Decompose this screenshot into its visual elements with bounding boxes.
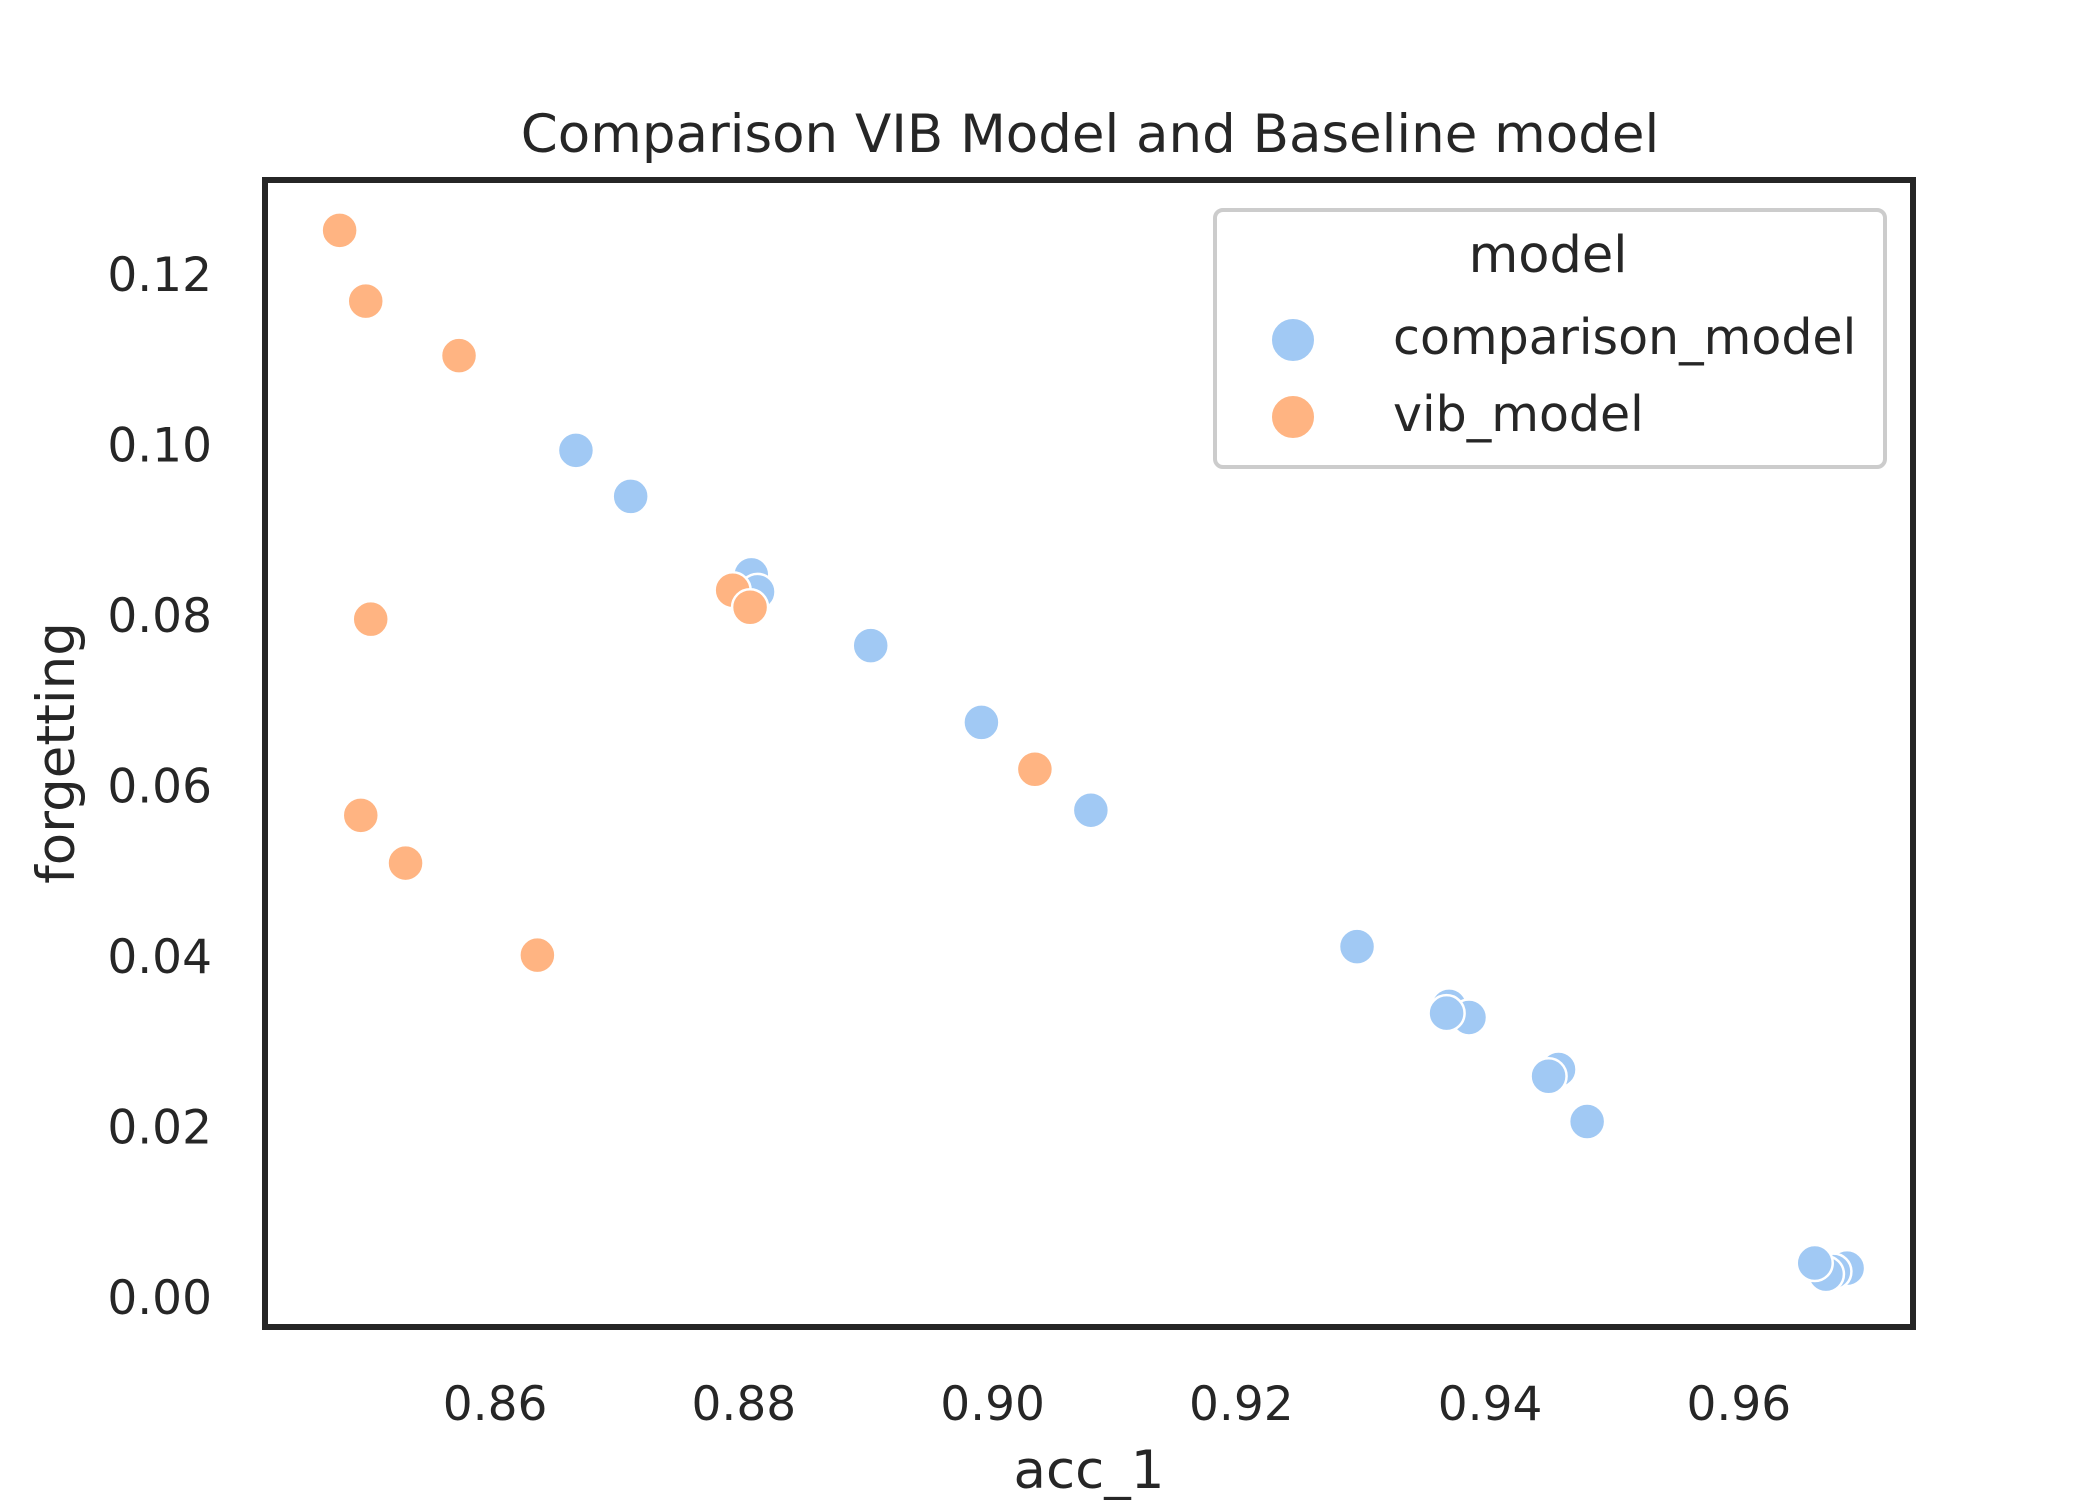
data-point-comparison-model <box>1529 1057 1568 1096</box>
y-tick-label: 0.04 <box>107 930 212 985</box>
x-tick-label: 0.88 <box>692 1377 797 1432</box>
data-point-comparison-model <box>556 431 596 470</box>
y-axis-label: forgetting <box>26 622 87 884</box>
chart-title: Comparison VIB Model and Baseline model <box>521 104 1659 165</box>
data-point-vib-model <box>386 843 425 883</box>
data-point-vib-model <box>351 599 390 639</box>
legend-title: model <box>1469 226 1628 285</box>
legend-label-comparison-model: comparison_model <box>1393 309 1856 366</box>
x-tick-label: 0.94 <box>1438 1377 1543 1432</box>
data-point-comparison-model <box>611 477 650 516</box>
y-tick-label: 0.00 <box>107 1271 212 1326</box>
data-point-vib-model <box>730 587 770 627</box>
legend: model comparison_model vib_model <box>1213 208 1887 469</box>
y-tick-label: 0.12 <box>107 248 212 303</box>
data-point-comparison-model <box>1071 790 1111 830</box>
y-tick-label: 0.02 <box>107 1101 212 1156</box>
data-point-comparison-model <box>851 626 890 665</box>
data-point-comparison-model <box>1567 1102 1607 1141</box>
x-axis-ticks: 0.86 0.88 0.90 0.92 0.94 0.96 <box>443 1377 1791 1432</box>
plot-points <box>320 211 1867 1294</box>
plot-frame <box>262 177 1916 1330</box>
legend-label-vib-model: vib_model <box>1393 386 1644 443</box>
x-tick-label: 0.86 <box>443 1377 548 1432</box>
data-point-vib-model <box>439 336 479 375</box>
data-point-vib-model <box>1015 750 1055 789</box>
data-point-vib-model <box>341 796 381 835</box>
legend-box <box>1213 208 1887 469</box>
data-point-vib-model <box>346 281 385 321</box>
legend-marker-vib-model <box>1270 394 1316 440</box>
x-tick-label: 0.90 <box>940 1377 1045 1432</box>
x-tick-label: 0.92 <box>1189 1377 1294 1432</box>
y-tick-label: 0.06 <box>107 759 212 814</box>
data-point-vib-model <box>518 935 557 975</box>
y-tick-label: 0.08 <box>107 589 212 644</box>
data-point-comparison-model <box>1795 1243 1834 1283</box>
data-point-comparison-model <box>1427 993 1466 1033</box>
legend-marker-comparison-model <box>1270 317 1316 363</box>
x-tick-label: 0.96 <box>1687 1377 1792 1432</box>
x-axis-label: acc_1 <box>1014 1440 1165 1500</box>
data-point-comparison-model <box>1337 927 1377 966</box>
data-point-comparison-model <box>962 703 1001 742</box>
y-axis-ticks: 0.00 0.02 0.04 0.06 0.08 0.10 0.12 <box>107 248 212 1326</box>
data-point-vib-model <box>320 211 359 250</box>
y-tick-label: 0.10 <box>107 418 212 473</box>
